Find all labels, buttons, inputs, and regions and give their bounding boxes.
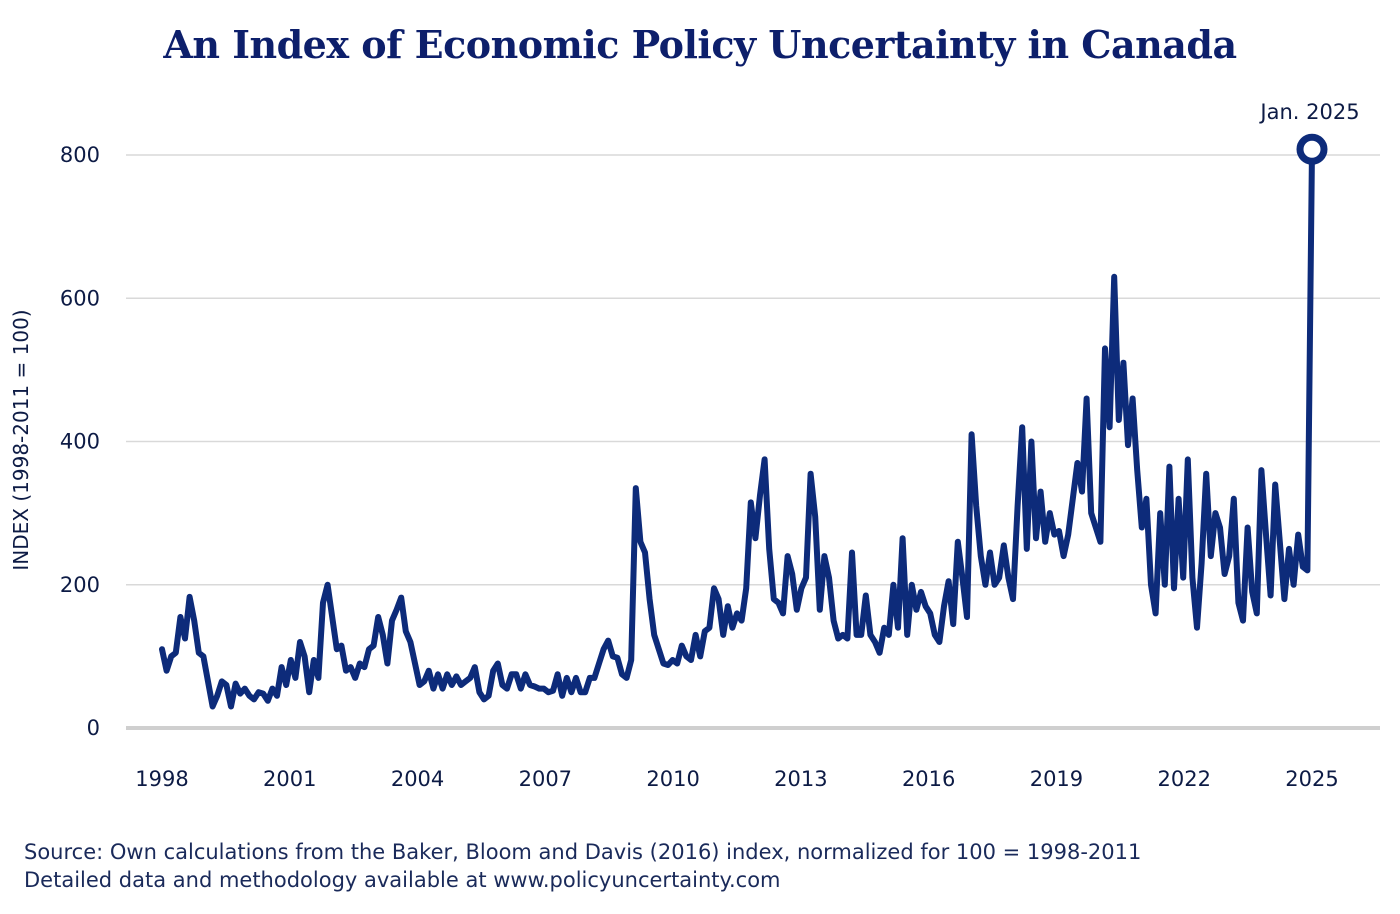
x-tick-label: 1998 [135, 767, 188, 791]
y-tick-label: 600 [60, 286, 100, 310]
x-tick-label: 2010 [646, 767, 699, 791]
highlight-point-marker [1296, 133, 1328, 165]
gridlines [126, 154, 1380, 730]
x-tick-label: 2001 [263, 767, 316, 791]
y-axis-ticks: 0 200 400 600 800 [60, 143, 100, 740]
x-tick-label: 2007 [519, 767, 572, 791]
series-line-path [159, 146, 1315, 710]
source-line-2: Detailed data and methodology available … [24, 868, 781, 892]
x-tick-label: 2019 [1030, 767, 1083, 791]
source-line-1: Source: Own calculations from the Baker,… [24, 840, 1142, 864]
y-tick-label: 800 [60, 143, 100, 167]
y-axis-label: INDEX (1998-2011 = 100) [9, 309, 33, 570]
x-tick-label: 2022 [1157, 767, 1210, 791]
x-tick-label: 2025 [1285, 767, 1338, 791]
chart-title: An Index of Economic Policy Uncertainty … [163, 22, 1237, 67]
series-line [159, 146, 1315, 710]
x-tick-label: 2013 [774, 767, 827, 791]
y-tick-label: 200 [60, 573, 100, 597]
y-tick-label: 0 [87, 716, 100, 740]
x-axis-ticks: 1998 2001 2004 2007 2010 2013 2016 2019 2022 2025 [135, 767, 1338, 791]
y-tick-label: 400 [60, 430, 100, 454]
annotation: Jan. 2025 [1258, 100, 1360, 165]
annotation-label: Jan. 2025 [1258, 100, 1359, 124]
x-tick-label: 2016 [902, 767, 955, 791]
source-note: Source: Own calculations from the Baker,… [24, 838, 1141, 894]
x-tick-label: 2004 [391, 767, 444, 791]
